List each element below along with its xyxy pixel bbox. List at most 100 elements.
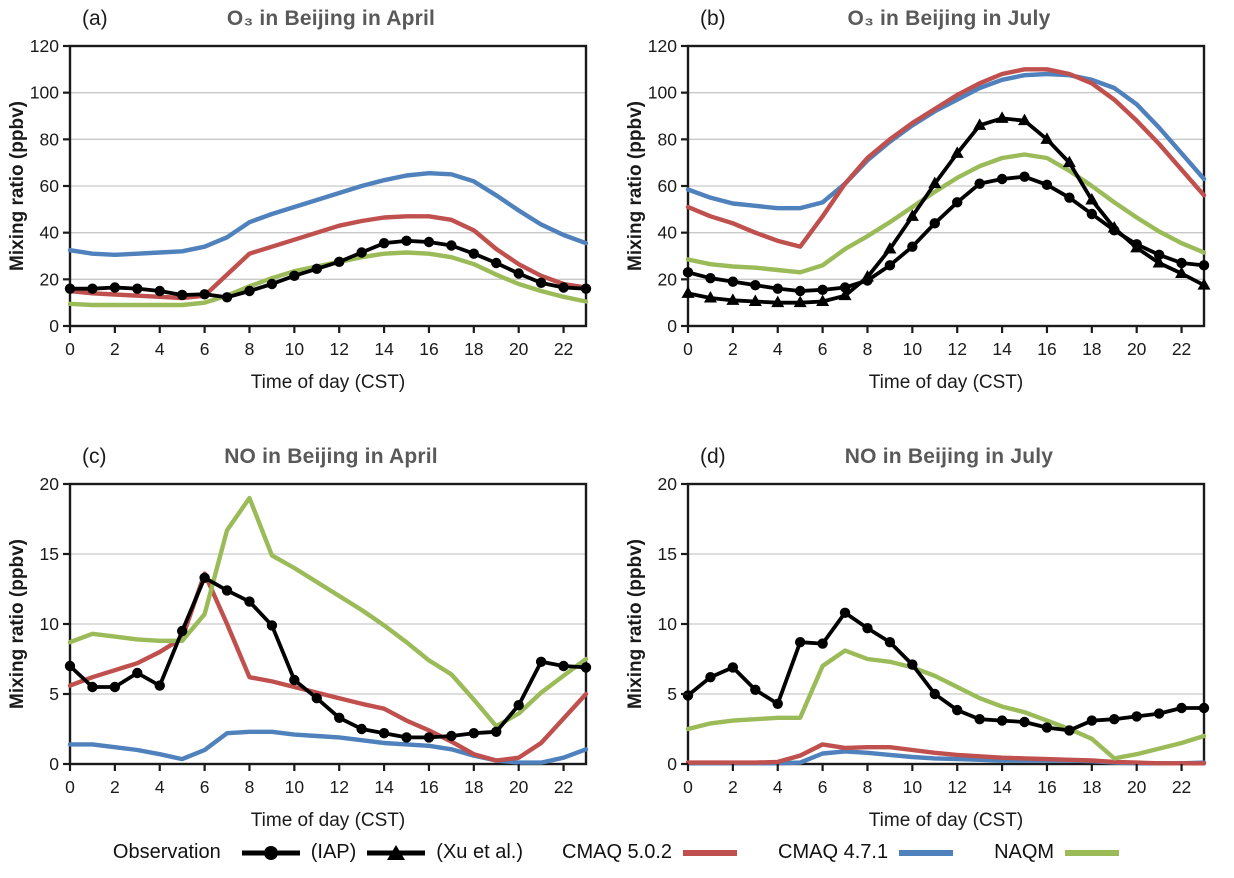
series-obs_iap-marker-icon	[132, 667, 143, 679]
legend-cmaq471-line-icon	[899, 849, 954, 856]
y-tick-label: 20	[40, 478, 60, 494]
series-obs_iap-marker-icon	[109, 681, 121, 693]
series-obs_xu-marker-icon	[1197, 278, 1211, 290]
series-obs_iap-marker-icon	[199, 289, 210, 300]
y-tick-label: 0	[667, 316, 677, 336]
series-obs_iap-marker-icon	[334, 256, 345, 268]
series-cmaq502-line	[67, 571, 589, 763]
series-obs_iap-marker-icon	[839, 607, 851, 618]
x-tick-label: 10	[903, 339, 923, 359]
series-obs_xu-marker-icon	[771, 295, 785, 308]
chart-no-april: 0 5 10 15 20 0 2 4 6 8 10 12 14 16 18 20 22 Mixing ratio …	[7, 478, 592, 831]
x-tick-label: 14	[374, 339, 394, 359]
series-obs_iap-marker-icon	[580, 283, 592, 294]
series-obs_iap-marker-icon	[356, 723, 367, 735]
series-obs_xu-marker-icon	[905, 209, 919, 221]
series-obs_xu-marker-icon	[1152, 256, 1166, 268]
series-obs_iap-marker-icon	[289, 270, 300, 282]
x-tick-label: 10	[285, 777, 305, 797]
panel-a-header: (a) O₃ in Beijing in April	[6, 2, 610, 40]
series-obs_iap-marker-icon	[1153, 708, 1165, 719]
series-obs_iap-marker-icon	[221, 292, 233, 303]
series-obs_xu-marker-icon	[1040, 132, 1054, 144]
series-obs_iap-marker-icon	[468, 248, 480, 259]
legend-iap-marker-icon	[241, 845, 300, 860]
series-obs_iap-marker-icon	[996, 173, 1008, 185]
legend-naqm-line-icon	[1065, 849, 1120, 856]
series-obs_iap-marker-icon	[884, 637, 896, 648]
panel-a-label: (a)	[82, 7, 108, 30]
series-obs_iap-marker-icon	[750, 279, 761, 291]
x-tick-label: 0	[65, 339, 75, 359]
series-obs_iap-marker-icon	[750, 684, 761, 695]
series-obs_xu-marker-icon	[681, 286, 695, 298]
panel-b-header: (b) O₃ in Beijing in July	[624, 2, 1228, 40]
series-naqm-line	[685, 648, 1207, 761]
x-tick-label: 18	[1082, 777, 1101, 797]
x-tick-label: 16	[419, 339, 438, 359]
y-tick-label: 15	[658, 544, 677, 564]
series-obs_iap-marker-icon	[794, 285, 806, 297]
series-obs_iap-marker-icon	[132, 283, 143, 294]
y-tick-label: 100	[648, 83, 677, 103]
y-tick-label: 10	[40, 614, 60, 634]
x-tick-label: 0	[65, 777, 75, 797]
y-tick-label: 10	[658, 614, 678, 634]
series-obs_iap-marker-icon	[513, 700, 524, 711]
legend-cmaq502-line-icon	[683, 849, 738, 856]
legend-naqm-label: NAQM	[994, 841, 1055, 863]
chart-o3-april: 0 20 40 60 80 100 120 0 2 4 6 8 10 12 14 16 18 20 22 Mixing…	[7, 40, 592, 393]
y-tick-label: 100	[30, 83, 59, 103]
y-tick-label: 0	[49, 316, 59, 336]
panel-c: (c) NO in Beijing in April 0 5 10 15 20 0 2 4 6 8…	[6, 440, 610, 834]
x-tick-label: 0	[683, 339, 693, 359]
panel-d-label: (d)	[700, 445, 726, 468]
panel-d-title: NO in Beijing in July	[844, 445, 1054, 468]
x-tick-label: 16	[1037, 777, 1056, 797]
legend-xu-marker-icon	[367, 844, 426, 860]
x-tick-label: 4	[773, 777, 783, 797]
x-tick-label: 8	[245, 339, 255, 359]
series-obs_iap-marker-icon	[907, 659, 918, 670]
y-tick-label: 0	[49, 754, 59, 774]
series-obs_iap-marker-icon	[176, 625, 188, 637]
x-tick-label: 14	[992, 339, 1012, 359]
x-tick-label: 10	[285, 339, 305, 359]
series-obs_xu-marker-icon	[928, 176, 942, 189]
series-obs_iap-marker-icon	[907, 241, 918, 252]
x-axis-label: Time of day (CST)	[869, 372, 1024, 393]
series-obs_iap-marker-icon	[794, 637, 806, 648]
y-tick-label: 20	[40, 269, 60, 289]
y-axis-label: Mixing ratio (ppbv)	[625, 101, 646, 271]
x-tick-label: 20	[509, 339, 529, 359]
series-obs_iap-marker-icon	[1064, 725, 1075, 736]
series-cmaq471-line	[67, 170, 589, 258]
series-obs_xu-marker-icon	[950, 146, 964, 158]
y-tick-label: 120	[30, 40, 59, 56]
x-tick-label: 16	[419, 777, 438, 797]
legend-iap-label: (IAP)	[310, 841, 357, 863]
y-tick-label: 20	[658, 478, 678, 494]
x-tick-label: 22	[1172, 339, 1191, 359]
series-obs_xu-marker-icon	[793, 295, 807, 308]
series-obs_iap-marker-icon	[109, 282, 121, 293]
x-tick-label: 20	[509, 777, 529, 797]
series-obs_iap-marker-icon	[378, 728, 390, 739]
series-obs_xu-marker-icon	[703, 291, 717, 303]
panel-c-title: NO in Beijing in April	[224, 445, 438, 468]
series-obs_iap-marker-icon	[839, 282, 851, 293]
series-obs_iap-marker-icon	[1086, 715, 1098, 726]
x-tick-label: 6	[200, 777, 210, 797]
series-obs_xu-marker-icon	[1018, 113, 1032, 126]
series-obs_iap-marker-icon	[535, 656, 547, 667]
x-tick-label: 8	[863, 339, 873, 359]
y-axis-label: Mixing ratio (ppbv)	[7, 101, 28, 271]
series-obs_xu-marker-icon	[995, 111, 1009, 123]
panel-c-header: (c) NO in Beijing in April	[6, 440, 610, 478]
x-tick-label: 2	[110, 777, 120, 797]
x-tick-label: 18	[464, 339, 483, 359]
chart-o3-july: 0 20 40 60 80 100 120 0 2 4 6 8 10 12 14 16 18 20 22 Mixing…	[625, 40, 1211, 393]
panel-d-header: (d) NO in Beijing in July	[624, 440, 1228, 478]
x-tick-label: 12	[329, 777, 348, 797]
series-obs_iap-marker-icon	[1153, 249, 1165, 261]
